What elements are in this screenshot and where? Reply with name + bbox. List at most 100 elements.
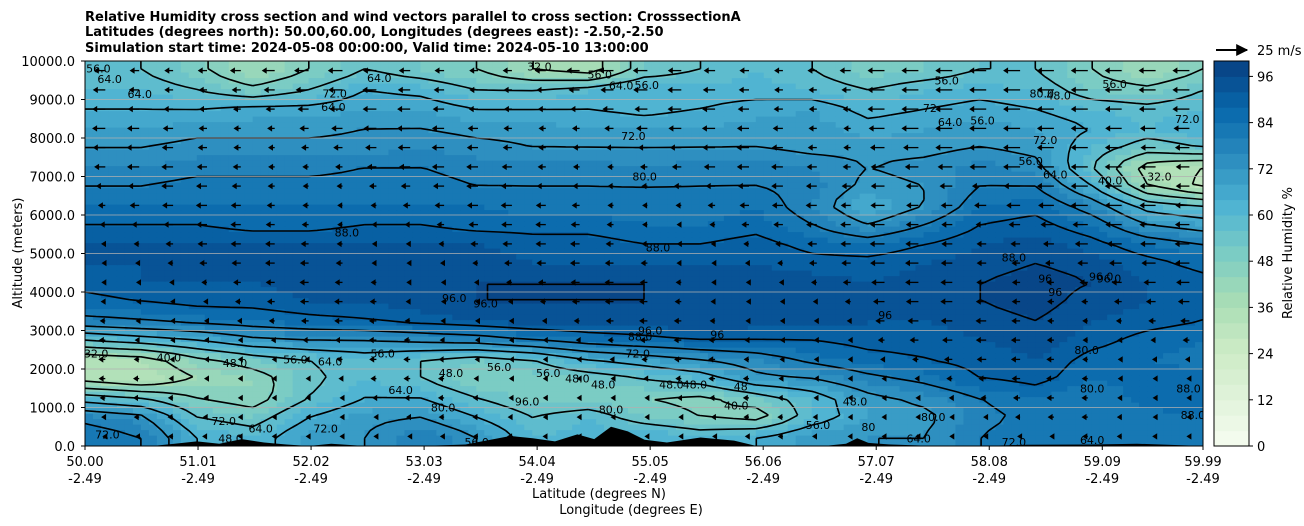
rh-cell	[867, 352, 877, 359]
rh-cell	[867, 363, 877, 370]
rh-cell	[1027, 297, 1036, 304]
rh-cell	[316, 440, 326, 446]
rh-cell	[1155, 435, 1164, 442]
rh-cell	[572, 325, 581, 332]
rh-cell	[292, 391, 302, 398]
rh-cell	[899, 391, 909, 398]
rh-cell	[883, 330, 893, 337]
rh-cell	[987, 330, 996, 337]
rh-cell	[1067, 347, 1076, 354]
rh-cell	[859, 270, 869, 277]
rh-cell	[1131, 396, 1140, 403]
rh-cell	[196, 407, 206, 414]
rh-cell	[308, 286, 318, 293]
rh-cell	[1171, 374, 1180, 381]
rh-cell	[787, 440, 797, 446]
rh-cell	[564, 264, 573, 271]
rh-cell	[444, 418, 453, 425]
rh-cell	[771, 374, 781, 381]
rh-cell	[428, 369, 437, 376]
rh-cell	[1059, 407, 1068, 414]
rh-cell	[955, 374, 965, 381]
rh-cell	[348, 369, 358, 376]
rh-cell	[691, 270, 701, 277]
rh-cell	[835, 286, 845, 293]
rh-cell	[971, 336, 980, 343]
rh-cell	[148, 264, 158, 271]
rh-cell	[947, 275, 957, 282]
rh-cell	[923, 336, 933, 343]
rh-cell	[1139, 336, 1148, 343]
rh-cell	[460, 407, 469, 414]
rh-cell	[707, 402, 717, 409]
rh-cell	[548, 385, 557, 392]
rh-cell	[979, 429, 988, 436]
rh-cell	[532, 391, 541, 398]
rh-cell	[604, 314, 613, 321]
rh-cell	[396, 347, 406, 354]
rh-cell	[723, 435, 733, 442]
rh-cell	[372, 325, 382, 332]
rh-cell	[891, 358, 901, 365]
rh-cell	[1107, 330, 1116, 337]
rh-cell	[588, 292, 597, 299]
rh-cell	[1099, 413, 1108, 420]
rh-cell	[915, 407, 925, 414]
rh-cell	[252, 407, 262, 414]
rh-cell	[931, 363, 941, 370]
rh-cell	[220, 248, 230, 255]
rh-cell	[723, 424, 733, 431]
rh-cell	[212, 363, 222, 370]
rh-cell	[596, 292, 605, 299]
rh-cell	[955, 396, 965, 403]
rh-cell	[819, 303, 829, 310]
rh-cell	[476, 407, 485, 414]
rh-cell	[148, 270, 158, 277]
rh-cell	[995, 303, 1004, 310]
rh-cell	[380, 308, 390, 315]
rh-cell	[468, 303, 477, 310]
rh-cell	[116, 418, 126, 425]
rh-cell	[875, 385, 885, 392]
rh-cell	[316, 264, 326, 271]
rh-cell	[803, 259, 813, 266]
rh-cell	[1147, 259, 1156, 266]
rh-cell	[1003, 440, 1012, 446]
rh-cell	[739, 352, 749, 359]
rh-cell	[699, 391, 709, 398]
rh-cell	[691, 352, 701, 359]
rh-cell	[1163, 380, 1172, 387]
rh-cell	[492, 424, 501, 431]
rh-cell	[1163, 297, 1172, 304]
rh-cell	[1091, 319, 1100, 326]
rh-cell	[1187, 347, 1196, 354]
rh-cell	[795, 407, 805, 414]
rh-cell	[707, 259, 717, 266]
rh-cell	[923, 396, 933, 403]
rh-cell	[596, 385, 605, 392]
rh-cell	[1155, 429, 1164, 436]
rh-cell	[85, 374, 94, 381]
rh-cell	[731, 413, 741, 420]
rh-cell	[356, 385, 366, 392]
rh-cell	[1107, 369, 1116, 376]
rh-cell	[1115, 352, 1124, 359]
rh-cell	[500, 275, 509, 282]
rh-cell	[388, 369, 398, 376]
rh-cell	[659, 319, 669, 326]
rh-cell	[651, 281, 661, 288]
rh-cell	[396, 292, 406, 299]
rh-cell	[859, 380, 869, 387]
rh-cell	[1043, 336, 1052, 343]
rh-cell	[1099, 292, 1108, 299]
rh-cell	[148, 369, 158, 376]
rh-cell	[236, 286, 246, 293]
rh-cell	[484, 363, 493, 370]
rh-cell	[156, 292, 166, 299]
rh-cell	[1043, 319, 1052, 326]
rh-cell	[412, 292, 421, 299]
rh-cell	[372, 374, 382, 381]
rh-cell	[683, 286, 693, 293]
rh-cell	[1003, 369, 1012, 376]
rh-cell	[715, 248, 725, 255]
